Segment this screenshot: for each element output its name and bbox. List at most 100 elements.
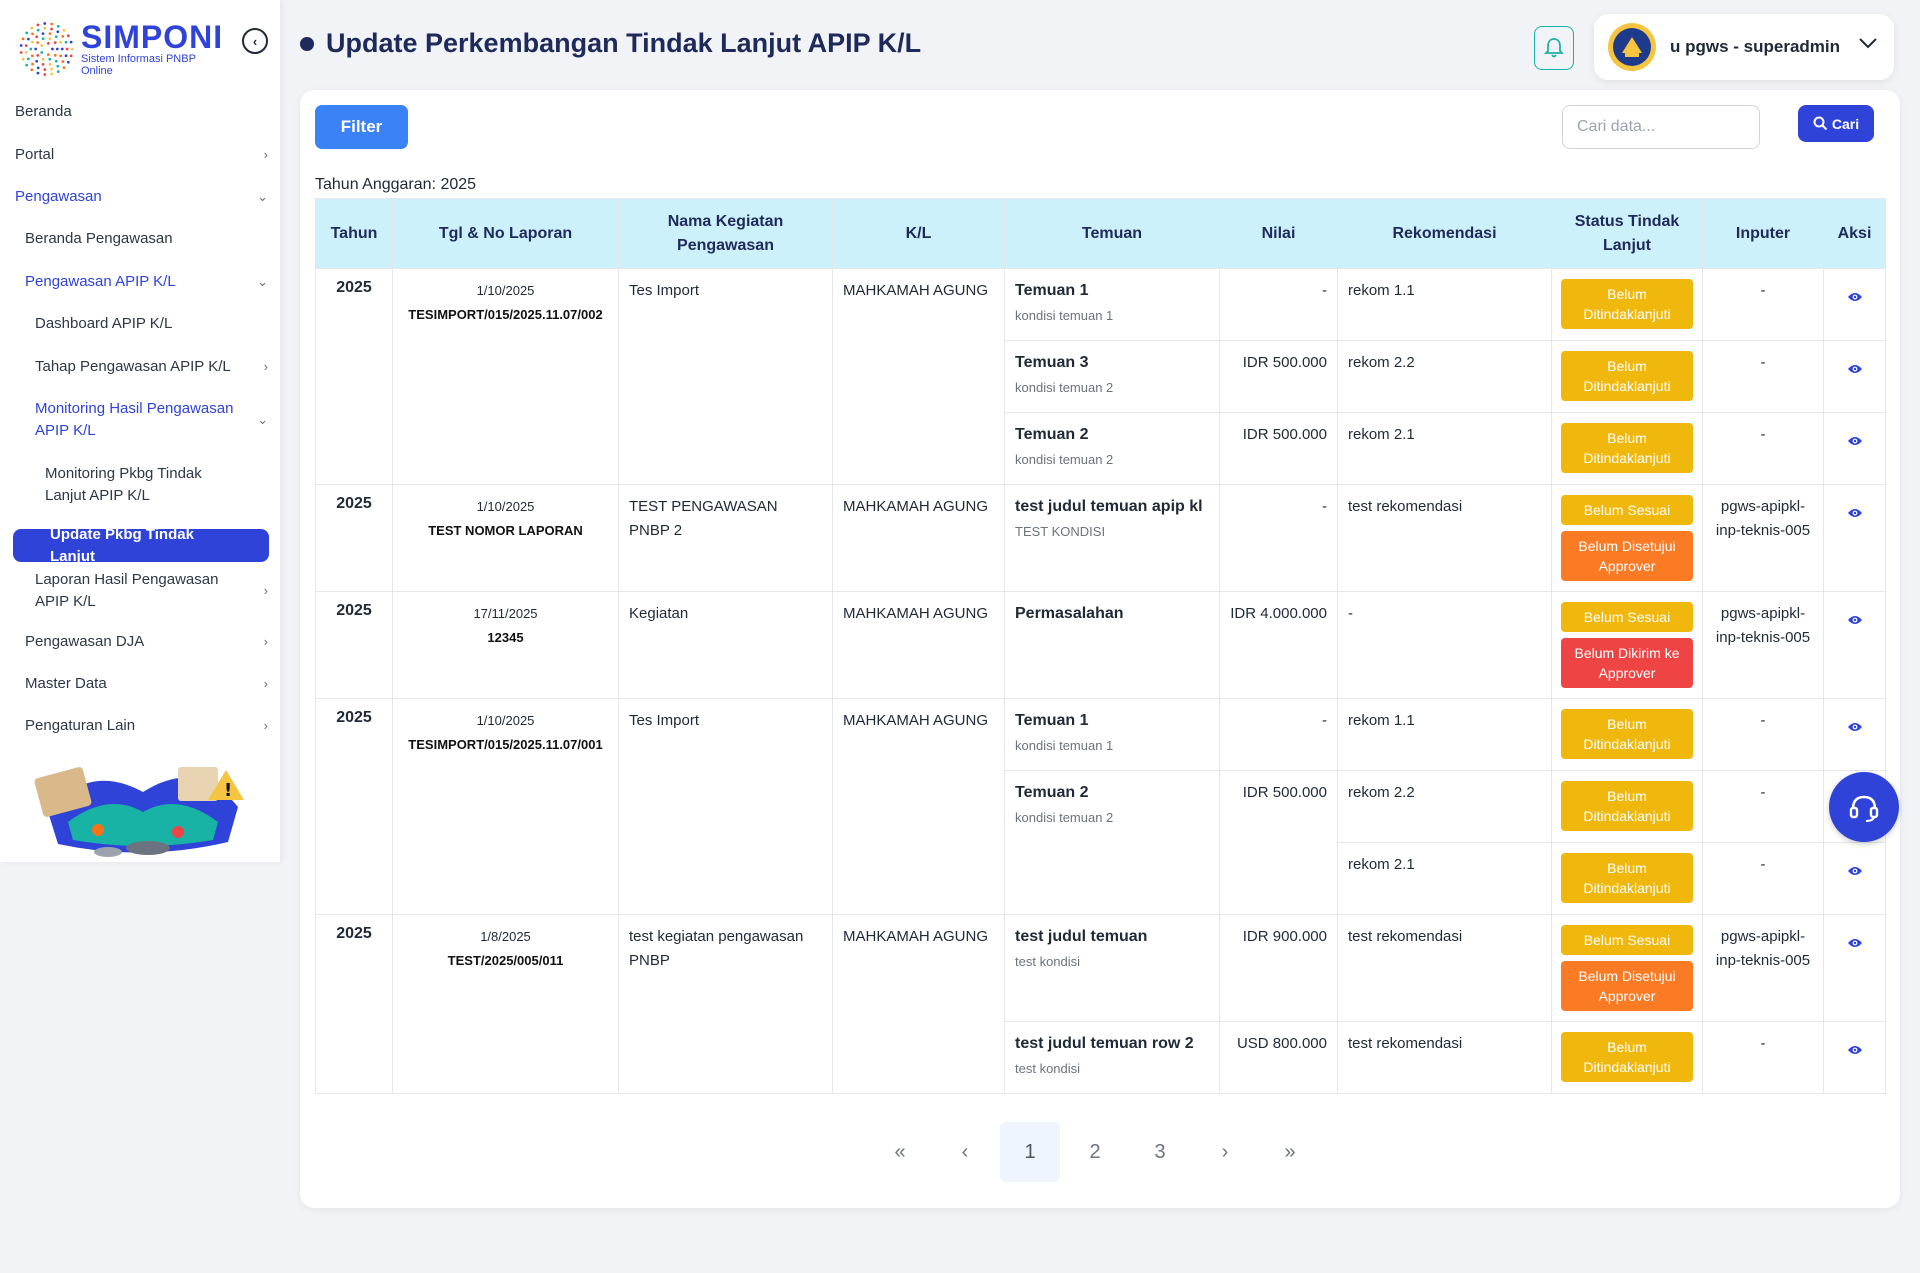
search-button[interactable]: Cari [1798, 105, 1874, 142]
temuan-title: Temuan 1 [1015, 282, 1089, 299]
cell-status: Belum Sesuai Belum Disetujui Approver [1551, 484, 1703, 592]
sidebar: SIMPONI Sistem Informasi PNBP Online ‹ B… [0, 0, 280, 862]
sidebar-item-beranda[interactable]: Beranda [0, 100, 280, 124]
view-eye-icon[interactable] [1824, 485, 1885, 519]
chevron-right-icon: › [263, 718, 268, 733]
cell-nama-kegiatan: Tes Import [618, 268, 833, 485]
column-header: Tgl & No Laporan [392, 198, 619, 269]
page-button-3[interactable]: 3 [1154, 1140, 1166, 1163]
cell-kl: MAHKAMAH AGUNG [832, 591, 1005, 699]
cell-nilai: IDR 500.000 [1219, 770, 1338, 915]
next-page-button[interactable]: › [1221, 1140, 1229, 1163]
cell-tahun: 2025 [315, 591, 393, 699]
sidebar-item-update-pkbg-tindak-lanjut[interactable]: Update Pkbg Tindak Lanjut [13, 526, 269, 565]
sidebar-item-dashboard-apip-k-l[interactable]: Dashboard APIP K/L [0, 312, 280, 336]
table-row: Temuan 2 kondisi temuan 2 IDR 500.000 rekom… [316, 770, 1886, 915]
temuan-condition: kondisi temuan 1 [1015, 738, 1114, 753]
cell-temuan: Permasalahan [1004, 591, 1220, 699]
sidebar-item-master-data[interactable]: Master Data › [0, 672, 280, 696]
cell-rekomendasi: rekom 2.1 [1337, 412, 1552, 485]
cell-tgl-no: 1/10/2025 TEST NOMOR LAPORAN [392, 484, 619, 592]
view-eye-icon[interactable] [1824, 269, 1885, 303]
column-header: Temuan [1004, 198, 1220, 269]
cell-status: Belum Sesuai Belum Disetujui Approver [1551, 914, 1703, 1022]
cell-temuan: Temuan 3 kondisi temuan 2 [1004, 340, 1220, 413]
cell-inputer: - [1702, 842, 1824, 915]
sidebar-item-label: Pengaturan Lain [25, 717, 136, 734]
year-label: Tahun Anggaran: 2025 [315, 176, 477, 193]
temuan-title: test judul temuan row 2 [1015, 1035, 1194, 1052]
simponi-logo[interactable]: SIMPONI Sistem Informasi PNBP Online [18, 18, 228, 80]
cell-temuan: test judul temuan row 2 test kondisi [1004, 1021, 1220, 1094]
temuan-title: Temuan 3 [1015, 354, 1089, 371]
prev-page-button[interactable]: ‹ [961, 1140, 969, 1163]
sidebar-item-pengawasan-apip-k-l[interactable]: Pengawasan APIP K/L ⌄ [0, 270, 280, 294]
helpdesk-headset-icon[interactable] [1829, 772, 1899, 842]
status-badge: Belum Ditindaklanjuti [1561, 709, 1693, 759]
view-eye-icon[interactable] [1824, 341, 1885, 375]
sidebar-item-laporan-hasil-pengawasan-apip-k-l[interactable]: Laporan Hasil Pengawasan APIP K/L › [0, 568, 280, 614]
table-row: 2025 1/10/2025 TEST NOMOR LAPORAN TEST PENG… [315, 484, 1886, 592]
page-button-2[interactable]: 2 [1089, 1140, 1101, 1163]
cell-tahun: 2025 [315, 698, 393, 915]
sidebar-item-label: Dashboard APIP K/L [35, 315, 173, 332]
view-eye-icon[interactable] [1824, 915, 1885, 949]
sidebar-item-pengawasan-dja[interactable]: Pengawasan DJA › [0, 630, 280, 654]
sidebar-item-pengaturan-lain[interactable]: Pengaturan Lain › [0, 714, 280, 738]
sidebar-item-beranda-pengawasan[interactable]: Beranda Pengawasan [0, 227, 280, 251]
cell-nama-kegiatan: test kegiatan pengawasan PNBP [618, 914, 833, 1094]
report-date: 1/8/2025 [480, 929, 531, 944]
search-input[interactable] [1562, 105, 1760, 149]
cell-temuan: test judul temuan test kondisi [1004, 914, 1220, 1022]
sidebar-item-tahap-pengawasan-apip-k-l[interactable]: Tahap Pengawasan APIP K/L › [0, 355, 280, 379]
title-bullet-icon [300, 36, 314, 51]
table-row: Temuan 2 kondisi temuan 2 IDR 500.000 rekom… [316, 412, 1886, 485]
chevron-right-icon: › [263, 583, 268, 598]
table-row: 2025 1/10/2025 TESIMPORT/015/2025.11.07/00… [315, 268, 1886, 485]
status-badge: Belum Ditindaklanjuti [1561, 351, 1693, 401]
temuan-title: Temuan 2 [1015, 784, 1089, 801]
sidebar-item-monitoring-pkbg-tindak-lanjut-apip-k-l[interactable]: Monitoring Pkbg Tindak Lanjut APIP K/L [0, 462, 280, 508]
filter-button[interactable]: Filter [315, 105, 408, 149]
view-eye-icon[interactable] [1824, 413, 1885, 447]
temuan-title: test judul temuan apip kl [1015, 498, 1203, 515]
sidebar-item-label: Pengawasan [15, 188, 102, 205]
cell-temuan: Temuan 1 kondisi temuan 1 [1004, 698, 1220, 771]
sidebar-item-monitoring-hasil-pengawasan-apip-k-l[interactable]: Monitoring Hasil Pengawasan APIP K/L ⌄ [0, 397, 280, 443]
cell-tgl-no: 1/8/2025 TEST/2025/005/011 [392, 914, 619, 1094]
sidebar-item-portal[interactable]: Portal › [0, 143, 280, 167]
page-button-1[interactable]: 1 [1000, 1122, 1060, 1182]
cell-rekomendasi: rekom 2.2 [1337, 340, 1552, 413]
table-row: 2025 1/10/2025 TESIMPORT/015/2025.11.07/00… [315, 698, 1886, 915]
last-page-button[interactable]: » [1284, 1140, 1296, 1163]
cell-inputer: - [1702, 268, 1824, 341]
svg-text:!: ! [224, 780, 232, 801]
view-eye-icon[interactable] [1824, 699, 1885, 733]
cell-aksi [1823, 842, 1886, 915]
cell-nilai: USD 800.000 [1219, 1021, 1338, 1094]
cell-inputer: pgws-apipkl-inp-teknis-005 [1702, 914, 1824, 1022]
sidebar-item-pengawasan[interactable]: Pengawasan ⌄ [0, 185, 280, 209]
table-row: rekom 2.1 Belum Ditindaklanjuti - [316, 842, 1886, 915]
collapse-sidebar-icon[interactable]: ‹ [242, 28, 268, 54]
cell-nilai: - [1219, 268, 1338, 341]
report-date: 1/10/2025 [476, 713, 535, 728]
cell-kl: MAHKAMAH AGUNG [832, 484, 1005, 592]
column-header: Inputer [1702, 198, 1824, 269]
cell-temuan: Temuan 2 kondisi temuan 2 [1004, 412, 1220, 485]
cell-status: Belum Ditindaklanjuti [1551, 268, 1703, 341]
user-menu[interactable]: u pgws - superadmin [1594, 14, 1894, 80]
view-eye-icon[interactable] [1824, 592, 1885, 626]
temuan-title: Temuan 2 [1015, 426, 1089, 443]
table-row: 2025 1/8/2025 TEST/2025/005/011 test kegiat… [315, 914, 1886, 1094]
view-eye-icon[interactable] [1824, 1022, 1885, 1056]
user-name: u pgws - superadmin [1670, 37, 1841, 56]
table-row: Temuan 3 kondisi temuan 2 IDR 500.000 rekom… [316, 340, 1886, 413]
cell-inputer: - [1702, 340, 1824, 413]
status-badge: Belum Ditindaklanjuti [1561, 423, 1693, 473]
view-eye-icon[interactable] [1824, 843, 1885, 877]
first-page-button[interactable]: « [894, 1140, 906, 1163]
cell-rekomendasi: rekom 1.1 [1337, 698, 1552, 771]
notification-bell-icon[interactable] [1534, 26, 1574, 70]
column-header: Rekomendasi [1337, 198, 1552, 269]
